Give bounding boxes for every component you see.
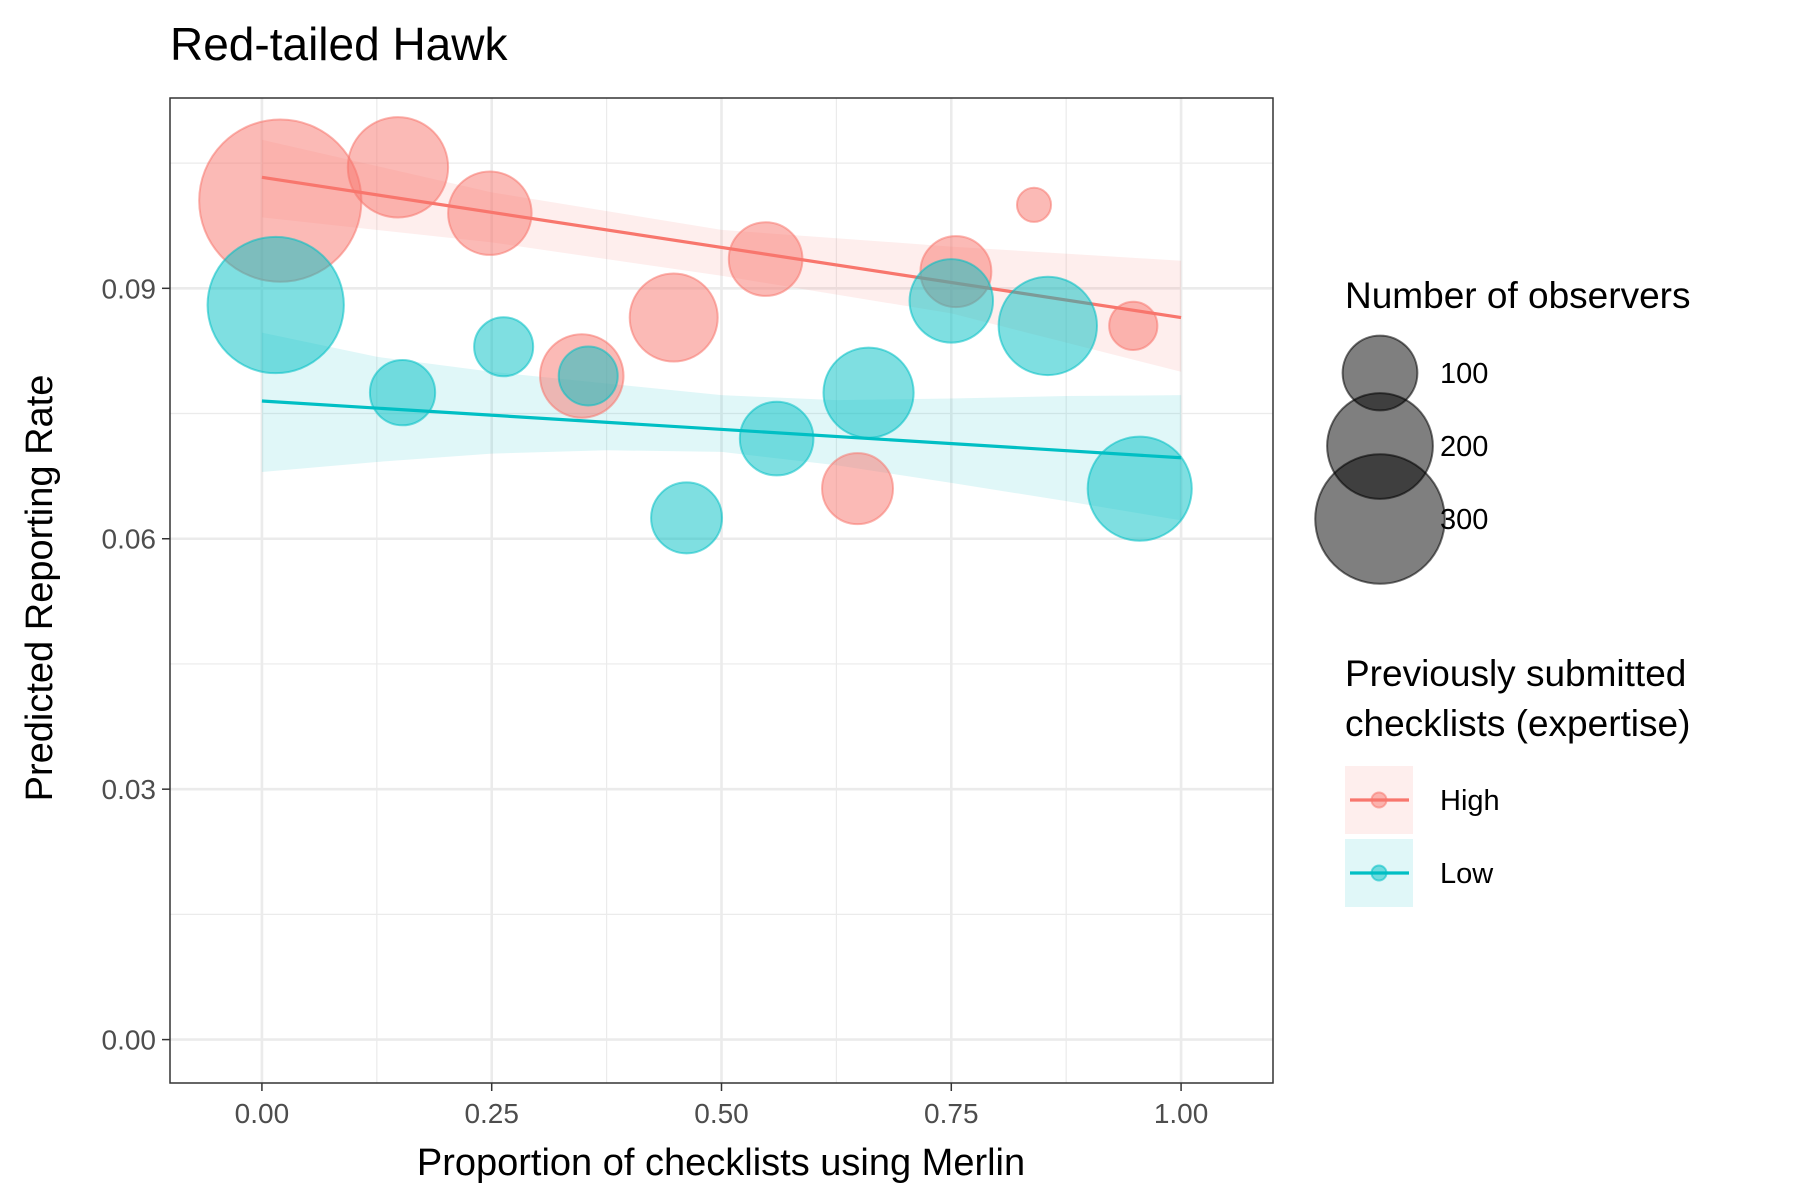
- data-point-low: [557, 345, 619, 407]
- y-tick-label: 0.00: [102, 1025, 157, 1056]
- y-tick-label: 0.03: [102, 774, 157, 805]
- color-legend-label: High: [1440, 785, 1500, 817]
- size-legend-label: 300: [1440, 504, 1488, 536]
- color-legend: Previously submitted checklists (experti…: [1345, 653, 1697, 907]
- data-point-high: [821, 452, 895, 526]
- x-axis-title: Proportion of checklists using Merlin: [417, 1142, 1025, 1184]
- data-point-high: [628, 272, 719, 363]
- data-point-high: [346, 116, 450, 219]
- size-legend-label: 200: [1440, 431, 1488, 463]
- size-legend-key: [1314, 453, 1446, 585]
- data-point-low: [822, 346, 915, 439]
- data-point-high: [727, 221, 804, 297]
- size-legend: Number of observers 100 200 300: [1314, 275, 1690, 585]
- ci-ribbon-low: [261, 332, 1182, 521]
- chart-title: Red-tailed Hawk: [170, 18, 508, 70]
- y-axis: 0.00 0.03 0.06 0.09: [102, 273, 170, 1056]
- data-point-low: [650, 481, 724, 555]
- x-tick-label: 0.50: [694, 1098, 749, 1129]
- data-point-high: [1108, 300, 1159, 351]
- data-points: [198, 116, 1193, 555]
- data-point-low: [206, 235, 345, 375]
- x-tick-label: 0.25: [464, 1098, 519, 1129]
- data-point-high: [1015, 186, 1053, 223]
- color-legend-title: Previously submitted checklists (experti…: [1345, 653, 1697, 744]
- color-legend-title-line-2: checklists (expertise): [1345, 703, 1690, 744]
- data-point-low: [1086, 435, 1193, 542]
- data-point-high: [447, 170, 533, 256]
- data-point-low: [738, 400, 815, 477]
- color-legend-label: Low: [1440, 858, 1494, 890]
- y-tick-label: 0.06: [102, 524, 157, 555]
- x-tick-label: 0.00: [235, 1098, 290, 1129]
- x-axis: 0.00 0.25 0.50 0.75 1.00: [235, 1083, 1209, 1129]
- data-point-low: [997, 275, 1098, 377]
- color-legend-key-point: [1370, 864, 1388, 882]
- data-point-low: [368, 359, 437, 427]
- y-tick-label: 0.09: [102, 273, 157, 304]
- color-legend-title-line-1: Previously submitted: [1345, 653, 1686, 694]
- data-point-low: [473, 316, 535, 378]
- x-tick-label: 0.75: [924, 1098, 979, 1129]
- size-legend-title: Number of observers: [1345, 275, 1690, 316]
- size-legend-label: 100: [1440, 358, 1488, 390]
- data-point-low: [908, 258, 995, 344]
- x-tick-label: 1.00: [1154, 1098, 1209, 1129]
- color-legend-key-point: [1370, 791, 1388, 809]
- y-axis-title: Predicted Reporting Rate: [19, 375, 61, 802]
